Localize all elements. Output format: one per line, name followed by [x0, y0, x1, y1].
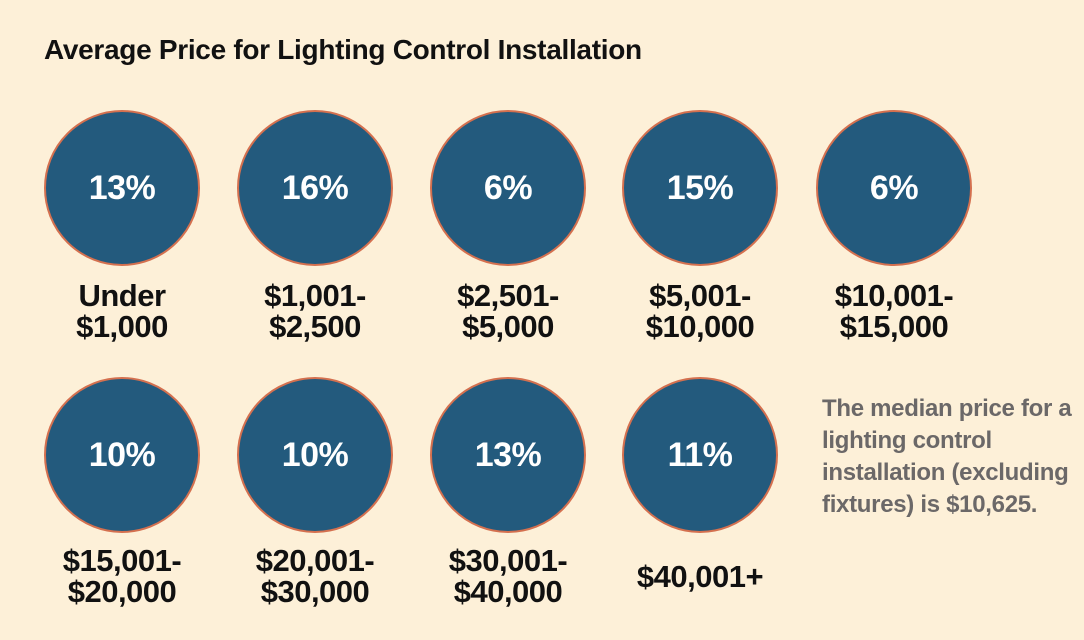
category-label: $30,001- $40,000 — [408, 545, 608, 607]
category-label-line: $15,001- — [62, 543, 182, 578]
category-label-line: $1,000 — [76, 309, 168, 344]
value-label: 11% — [667, 435, 733, 474]
value-label: 13% — [88, 168, 156, 207]
value-circle: 13% — [44, 110, 200, 266]
category-label-line: $2,501- — [457, 278, 559, 313]
category-label-line: $20,001- — [255, 543, 375, 578]
category-label: $20,001- $30,000 — [215, 545, 415, 607]
chart-title: Average Price for Lighting Control Insta… — [44, 34, 642, 65]
value-circle: 16% — [237, 110, 393, 266]
category-label: $10,001- $15,000 — [794, 280, 994, 342]
category-label-line: $1,001- — [264, 278, 366, 313]
category-label-line: $5,000 — [462, 309, 554, 344]
category-label: $40,001+ — [600, 561, 800, 592]
value-circle: 13% — [430, 377, 586, 533]
category-label-line: $30,001- — [448, 543, 568, 578]
category-label: $2,501- $5,000 — [408, 280, 608, 342]
category-label-line: $40,000 — [453, 574, 563, 609]
value-label: 15% — [666, 168, 734, 207]
value-label: 6% — [483, 168, 533, 207]
category-label: Under $1,000 — [22, 280, 222, 342]
value-label: 10% — [88, 435, 156, 474]
value-circle: 15% — [622, 110, 778, 266]
value-label: 10% — [281, 435, 349, 474]
value-circle: 10% — [44, 377, 200, 533]
category-label-line: $40,001+ — [636, 559, 764, 594]
category-label-line: Under — [78, 278, 166, 313]
category-label: $5,001- $10,000 — [600, 280, 800, 342]
category-label-line: $10,000 — [645, 309, 755, 344]
median-note: The median price for a lighting control … — [822, 395, 1072, 518]
category-label-line: $30,000 — [260, 574, 370, 609]
value-circle: 11% — [622, 377, 778, 533]
category-label: $15,001- $20,000 — [22, 545, 222, 607]
category-label-line: $10,001- — [834, 278, 954, 313]
value-label: 16% — [281, 168, 349, 207]
category-label: $1,001- $2,500 — [215, 280, 415, 342]
category-label-line: $15,000 — [839, 309, 949, 344]
value-label: 6% — [869, 168, 919, 207]
value-circle: 10% — [237, 377, 393, 533]
value-circle: 6% — [430, 110, 586, 266]
category-label-line: $20,000 — [67, 574, 177, 609]
category-label-line: $5,001- — [649, 278, 751, 313]
value-circle: 6% — [816, 110, 972, 266]
category-label-line: $2,500 — [269, 309, 361, 344]
value-label: 13% — [474, 435, 542, 474]
